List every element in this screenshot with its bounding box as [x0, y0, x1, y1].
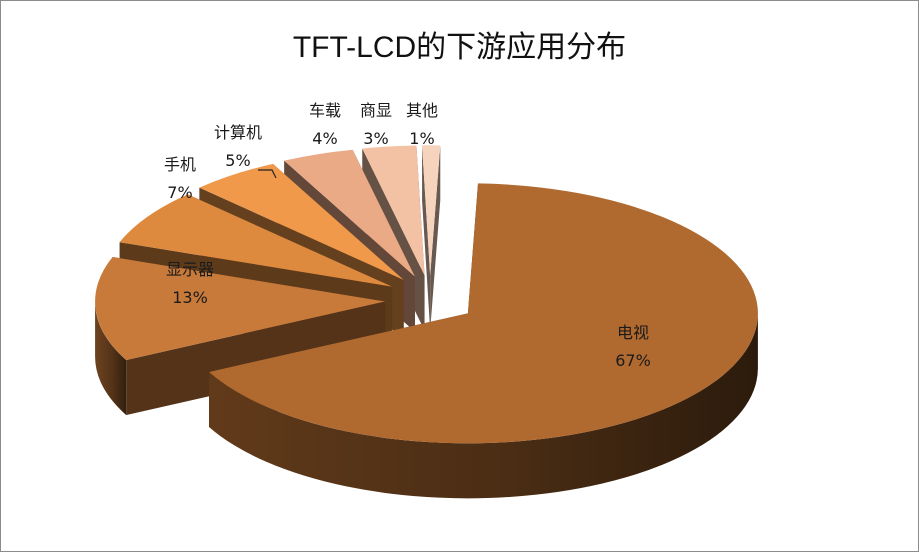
leader-line [258, 169, 277, 179]
slice-value-3: 5% [225, 151, 250, 170]
pie-slice-top [95, 257, 386, 361]
slice-label-0: 电视 [617, 323, 649, 342]
pie-slice-wall [430, 145, 441, 331]
pie-slice-1 [95, 257, 386, 416]
slice-value-0: 67% [615, 351, 651, 370]
slice-value-1: 13% [172, 288, 208, 307]
pie-slice-top [362, 145, 425, 276]
pie-slice-top [284, 149, 415, 277]
pie-slice-top [199, 163, 404, 280]
slice-label-5: 商显 [360, 101, 392, 120]
slice-value-2: 7% [167, 183, 192, 202]
pie-slice-top [209, 183, 758, 444]
pie-slice-0 [209, 183, 758, 499]
pie-slice-top [422, 145, 441, 276]
slice-value-4: 4% [312, 129, 337, 148]
pie-slice-top [119, 194, 393, 287]
slice-value-6: 1% [409, 129, 434, 148]
slice-value-5: 3% [363, 129, 388, 148]
slice-label-6: 其他 [406, 101, 438, 120]
pie-slice-side [209, 313, 758, 499]
pie-slice-6 [422, 145, 441, 331]
slice-label-1: 显示器 [166, 260, 214, 279]
chart-title: TFT-LCD的下游应用分布 [292, 31, 627, 64]
slice-label-2: 手机 [164, 155, 196, 174]
pie-slice-wall [422, 145, 431, 331]
slice-label-4: 车载 [309, 101, 341, 120]
slice-label-3: 计算机 [214, 123, 262, 142]
pie-slice-side [95, 301, 127, 416]
